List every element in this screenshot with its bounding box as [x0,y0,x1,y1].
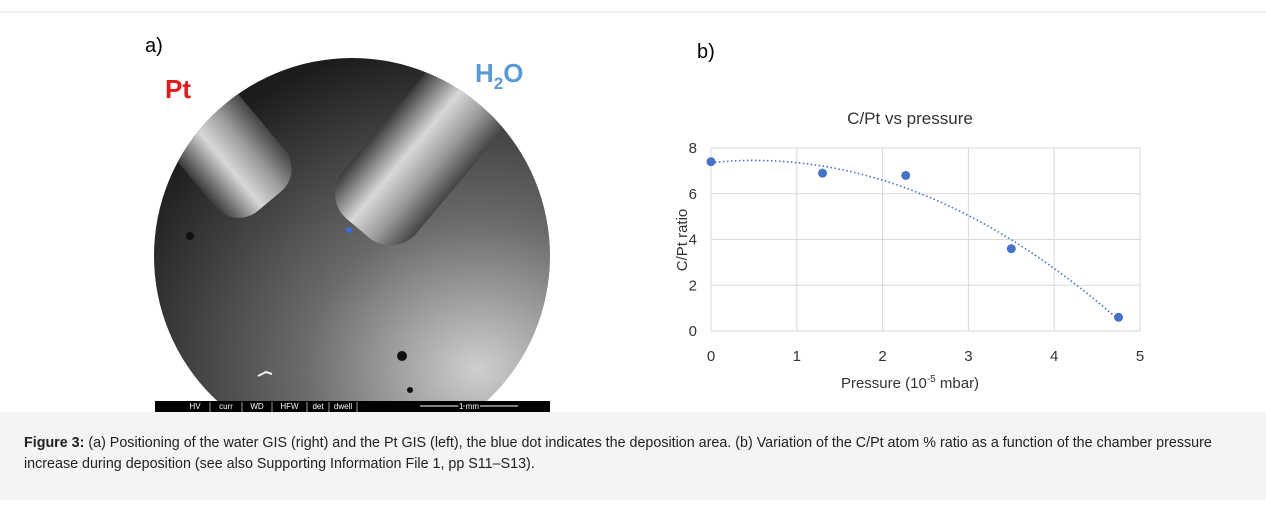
x-tick-label: 2 [878,348,886,365]
y-tick-label: 6 [689,186,697,203]
h2o-sub: 2 [494,74,503,93]
x-tick-label: 4 [1050,348,1058,365]
h2o-main: H [475,58,494,88]
x-tick-label: 5 [1136,348,1144,365]
y-tick-label: 8 [689,140,697,157]
x-label-tail: mbar) [936,375,979,392]
x-tick-label: 3 [964,348,972,365]
x-tick-label: 0 [707,348,715,365]
h2o-tail: O [503,58,523,88]
y-tick-label: 2 [689,277,697,294]
panel-label: b) [697,41,715,63]
trendline [710,159,1120,321]
data-point [1114,312,1124,322]
pt-label: Pt [165,74,191,104]
x-label-base: Pressure (10 [841,375,927,392]
databar-header: curr [219,402,233,411]
caption-label: Figure 3: [24,435,85,451]
x-tick-label: 1 [793,348,801,365]
scale-label: 1 mm [459,402,479,411]
data-point [1006,244,1016,254]
data-point [706,157,716,167]
y-axis-label: C/Pt ratio [674,209,691,272]
databar-header: dwell [334,402,352,411]
databar-header: WD [250,402,264,411]
y-tick-label: 0 [689,323,697,340]
chart-title: C/Pt vs pressure [847,109,973,128]
deposition-dot [346,227,352,233]
x-label-sup: -5 [927,374,936,385]
databar-header: det [312,402,324,411]
data-point [901,170,911,180]
panel-label: a) [145,35,163,57]
x-axis-label: Pressure (10-5 mbar) [841,374,979,392]
databar-header: HFW [280,402,299,411]
y-tick-label: 4 [689,232,697,249]
caption: Figure 3: (a) Positioning of the water G… [0,412,1266,500]
sem-databar: HV5.00 kVcurr1.6 nAWD5.0 mmHFW4.00 mmdet… [155,401,550,412]
h2o-label: H2O [475,58,523,93]
figure: a) Pt H2O HV5.00 kVcurr1.6 nAWD5.0 mmHFW… [0,11,1266,412]
databar-header: HV [189,402,201,411]
data-point [818,168,828,178]
caption-text: (a) Positioning of the water GIS (right)… [24,435,1212,472]
